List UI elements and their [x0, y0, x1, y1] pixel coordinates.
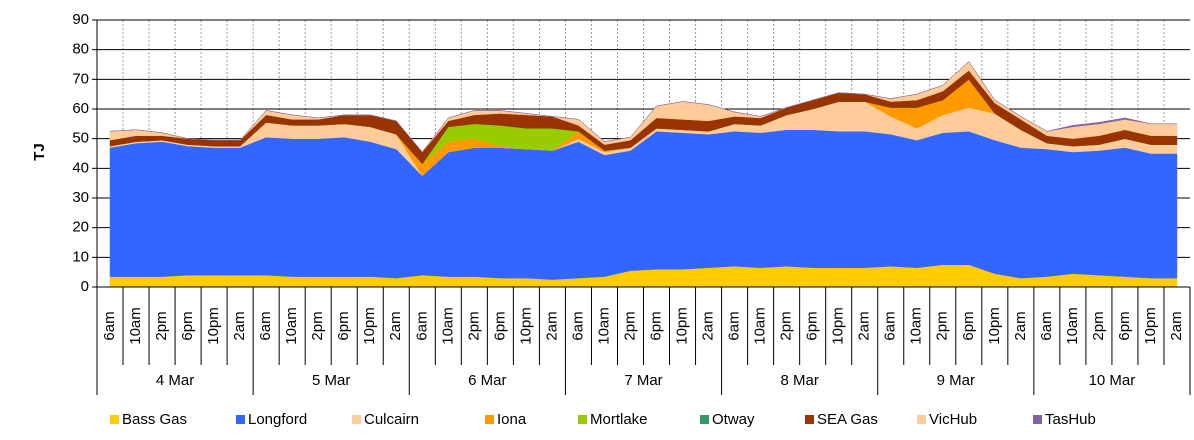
x-tick-label: 2am: [543, 311, 560, 340]
area: [109, 61, 1177, 153]
group-label: 6 Mar: [468, 372, 506, 389]
x-tick-label: 10am: [127, 307, 144, 345]
legend-swatch: [1033, 415, 1042, 424]
x-tick-label: 2am: [1168, 311, 1185, 340]
x-tick-label: 10am: [1064, 307, 1081, 345]
x-tick-label: 10am: [283, 307, 300, 345]
group-label: 5 Mar: [312, 372, 350, 389]
x-tick-label: 2am: [856, 311, 873, 340]
y-tick-label: 60: [72, 100, 89, 117]
y-tick-label: 0: [81, 278, 89, 295]
y-tick-label: 50: [72, 130, 89, 147]
y-tick-label: 80: [72, 41, 89, 58]
x-tick-label: 10pm: [361, 307, 378, 345]
legend-swatch: [352, 415, 361, 424]
legend-swatch: [805, 415, 814, 424]
group-label: 7 Mar: [624, 372, 662, 389]
x-tick-label: 2pm: [1090, 311, 1107, 340]
x-tick-label: 2am: [387, 311, 404, 340]
x-tick-label: 6am: [1038, 311, 1055, 340]
legend-swatch: [110, 415, 119, 424]
x-tick-label: 10am: [908, 307, 925, 345]
y-tick-label: 20: [72, 219, 89, 236]
x-tick-label: 6pm: [960, 311, 977, 340]
x-tick-label: 10am: [439, 307, 456, 345]
legend-swatch: [700, 415, 709, 424]
x-tick-label: 10am: [752, 307, 769, 345]
x-tick-label: 2pm: [621, 311, 638, 340]
legend-label: Bass Gas: [122, 411, 187, 428]
y-tick-label: 90: [72, 11, 89, 28]
x-tick-label: 2am: [700, 311, 717, 340]
x-tick-label: 6am: [101, 311, 118, 340]
x-tick-label: 6pm: [491, 311, 508, 340]
x-tick-label: 2pm: [934, 311, 951, 340]
x-tick-label: 10pm: [674, 307, 691, 345]
group-label: 9 Mar: [937, 372, 975, 389]
area: [109, 129, 1178, 280]
legend-label: Longford: [248, 411, 307, 428]
y-tick-label: 30: [72, 189, 89, 206]
legend-label: Culcairn: [364, 411, 419, 428]
x-tick-label: 6am: [413, 311, 430, 340]
x-tick-label: 10am: [595, 307, 612, 345]
x-tick-label: 2pm: [465, 311, 482, 340]
x-tick-label: 2pm: [153, 311, 170, 340]
legend-label: SEA Gas: [817, 411, 878, 428]
legend-label: VicHub: [929, 411, 977, 428]
x-tick-label: 10pm: [986, 307, 1003, 345]
x-tick-label: 6pm: [647, 311, 664, 340]
x-tick-label: 6am: [257, 311, 274, 340]
x-tick-label: 2am: [231, 311, 248, 340]
y-tick-label: 70: [72, 70, 89, 87]
x-tick-label: 6pm: [1116, 311, 1133, 340]
legend-swatch: [917, 415, 926, 424]
group-label: 10 Mar: [1089, 372, 1136, 389]
x-tick-label: 6am: [882, 311, 899, 340]
legend-label: TasHub: [1045, 411, 1096, 428]
legend-swatch: [578, 415, 587, 424]
x-tick-label: 10pm: [1142, 307, 1159, 345]
legend-swatch: [236, 415, 245, 424]
legend-label: Mortlake: [590, 411, 648, 428]
legend-swatch: [485, 415, 494, 424]
y-tick-label: 40: [72, 159, 89, 176]
x-tick-label: 6am: [569, 311, 586, 340]
x-tick-label: 6pm: [179, 311, 196, 340]
x-tick-label: 2pm: [778, 311, 795, 340]
x-tick-label: 10pm: [830, 307, 847, 345]
legend-label: Otway: [712, 411, 755, 428]
x-tick-label: 2am: [1012, 311, 1029, 340]
y-tick-label: 10: [72, 248, 89, 265]
x-tick-label: 6pm: [804, 311, 821, 340]
legend-label: Iona: [497, 411, 527, 428]
x-tick-label: 6am: [726, 311, 743, 340]
x-tick-label: 6pm: [335, 311, 352, 340]
x-tick-label: 10pm: [517, 307, 534, 345]
y-axis-title: TJ: [31, 143, 48, 161]
group-label: 8 Mar: [780, 372, 818, 389]
group-label: 4 Mar: [156, 372, 194, 389]
x-tick-label: 10pm: [205, 307, 222, 345]
x-tick-label: 2pm: [309, 311, 326, 340]
